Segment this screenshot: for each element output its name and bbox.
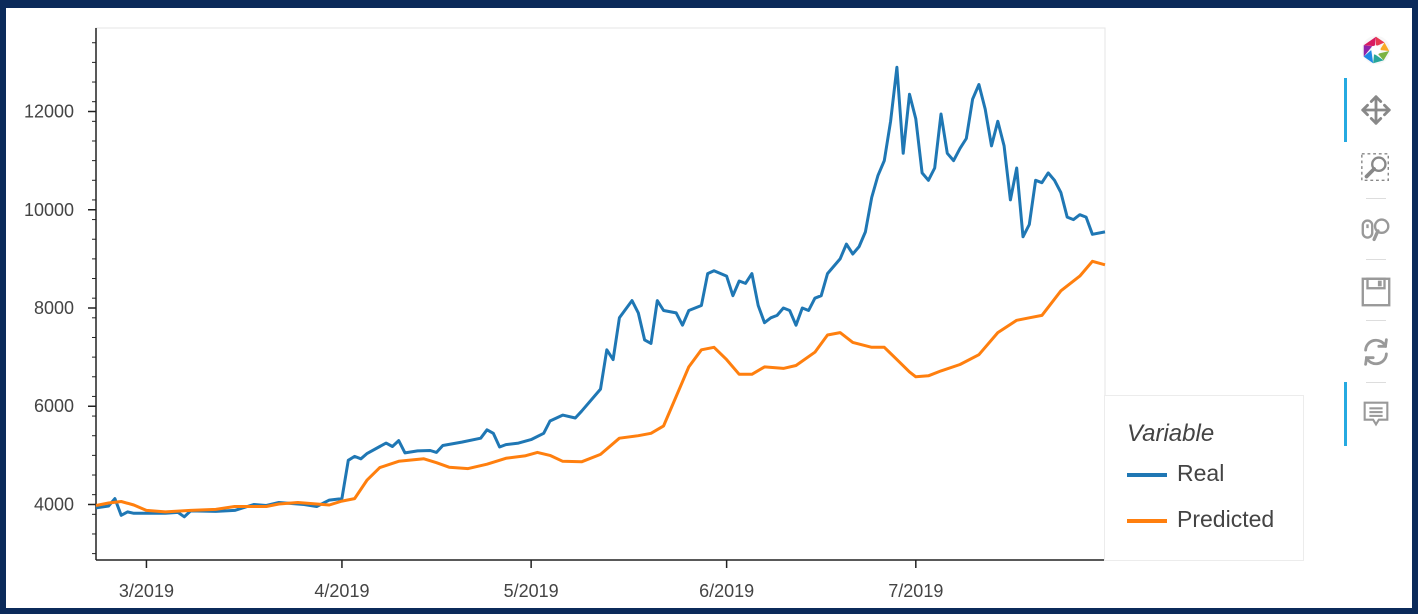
box-zoom-icon[interactable] (1358, 150, 1394, 186)
y-tick-label: 8000 (34, 298, 74, 318)
toolbar-separator (1366, 198, 1386, 199)
legend-label-predicted: Predicted (1177, 506, 1275, 532)
reset-icon[interactable] (1358, 334, 1394, 370)
x-tick-label: 3/2019 (119, 581, 174, 601)
series-line-real[interactable] (95, 65, 1106, 519)
bokeh-logo-icon[interactable] (1358, 32, 1394, 68)
hover-icon[interactable] (1344, 382, 1394, 446)
pan-icon[interactable] (1344, 78, 1394, 142)
plot-area (95, 27, 1106, 561)
legend-swatch-predicted (1127, 519, 1167, 523)
x-tick-label: 5/2019 (504, 581, 559, 601)
y-tick-label: 12000 (24, 102, 74, 122)
toolbar-separator (1366, 259, 1386, 260)
series-line-predicted[interactable] (95, 259, 1106, 514)
chart-legend: Variable Real Predicted (1104, 395, 1304, 561)
y-axis: 4000 6000 8000 10000 12000 (24, 28, 97, 560)
x-tick-label: 6/2019 (699, 581, 754, 601)
y-tick-label: 4000 (34, 494, 74, 514)
legend-label-real: Real (1177, 460, 1225, 486)
x-axis: 3/2019 4/2019 5/2019 6/2019 7/2019 (96, 559, 1105, 601)
legend-swatch-real (1127, 473, 1167, 477)
series-lines (95, 65, 1106, 519)
y-tick-label: 10000 (24, 200, 74, 220)
wheel-zoom-icon[interactable] (1358, 212, 1394, 248)
chart-toolbar (1344, 22, 1406, 462)
toolbar-separator (1366, 320, 1386, 321)
x-tick-label: 7/2019 (888, 581, 943, 601)
legend-title: Variable (1127, 420, 1215, 447)
x-tick-label: 4/2019 (314, 581, 369, 601)
toolbar-separator (1366, 382, 1386, 383)
y-tick-label: 6000 (34, 396, 74, 416)
save-icon[interactable] (1358, 274, 1394, 310)
